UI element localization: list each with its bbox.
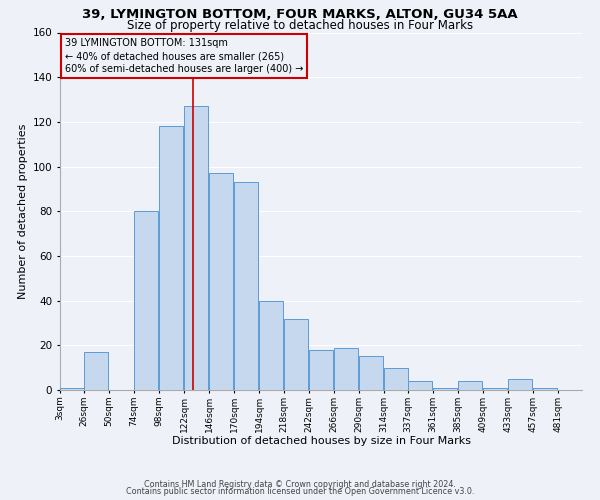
Bar xyxy=(84,352,108,390)
Bar xyxy=(184,106,208,390)
Text: Contains public sector information licensed under the Open Government Licence v3: Contains public sector information licen… xyxy=(126,487,474,496)
Bar xyxy=(533,388,557,390)
Bar xyxy=(259,300,283,390)
Bar xyxy=(384,368,408,390)
Bar xyxy=(408,381,432,390)
Bar xyxy=(209,174,233,390)
Bar xyxy=(359,356,383,390)
Text: 39 LYMINGTON BOTTOM: 131sqm
← 40% of detached houses are smaller (265)
60% of se: 39 LYMINGTON BOTTOM: 131sqm ← 40% of det… xyxy=(65,38,304,74)
Text: Contains HM Land Registry data © Crown copyright and database right 2024.: Contains HM Land Registry data © Crown c… xyxy=(144,480,456,489)
Bar xyxy=(458,381,482,390)
Bar xyxy=(159,126,183,390)
Bar xyxy=(334,348,358,390)
Text: Size of property relative to detached houses in Four Marks: Size of property relative to detached ho… xyxy=(127,18,473,32)
Bar xyxy=(309,350,333,390)
Y-axis label: Number of detached properties: Number of detached properties xyxy=(19,124,28,299)
Bar xyxy=(234,182,258,390)
Bar xyxy=(483,388,507,390)
Bar xyxy=(508,379,532,390)
Bar xyxy=(134,211,158,390)
Bar xyxy=(60,388,84,390)
Text: 39, LYMINGTON BOTTOM, FOUR MARKS, ALTON, GU34 5AA: 39, LYMINGTON BOTTOM, FOUR MARKS, ALTON,… xyxy=(82,8,518,20)
X-axis label: Distribution of detached houses by size in Four Marks: Distribution of detached houses by size … xyxy=(172,436,470,446)
Bar xyxy=(284,318,308,390)
Bar xyxy=(433,388,457,390)
